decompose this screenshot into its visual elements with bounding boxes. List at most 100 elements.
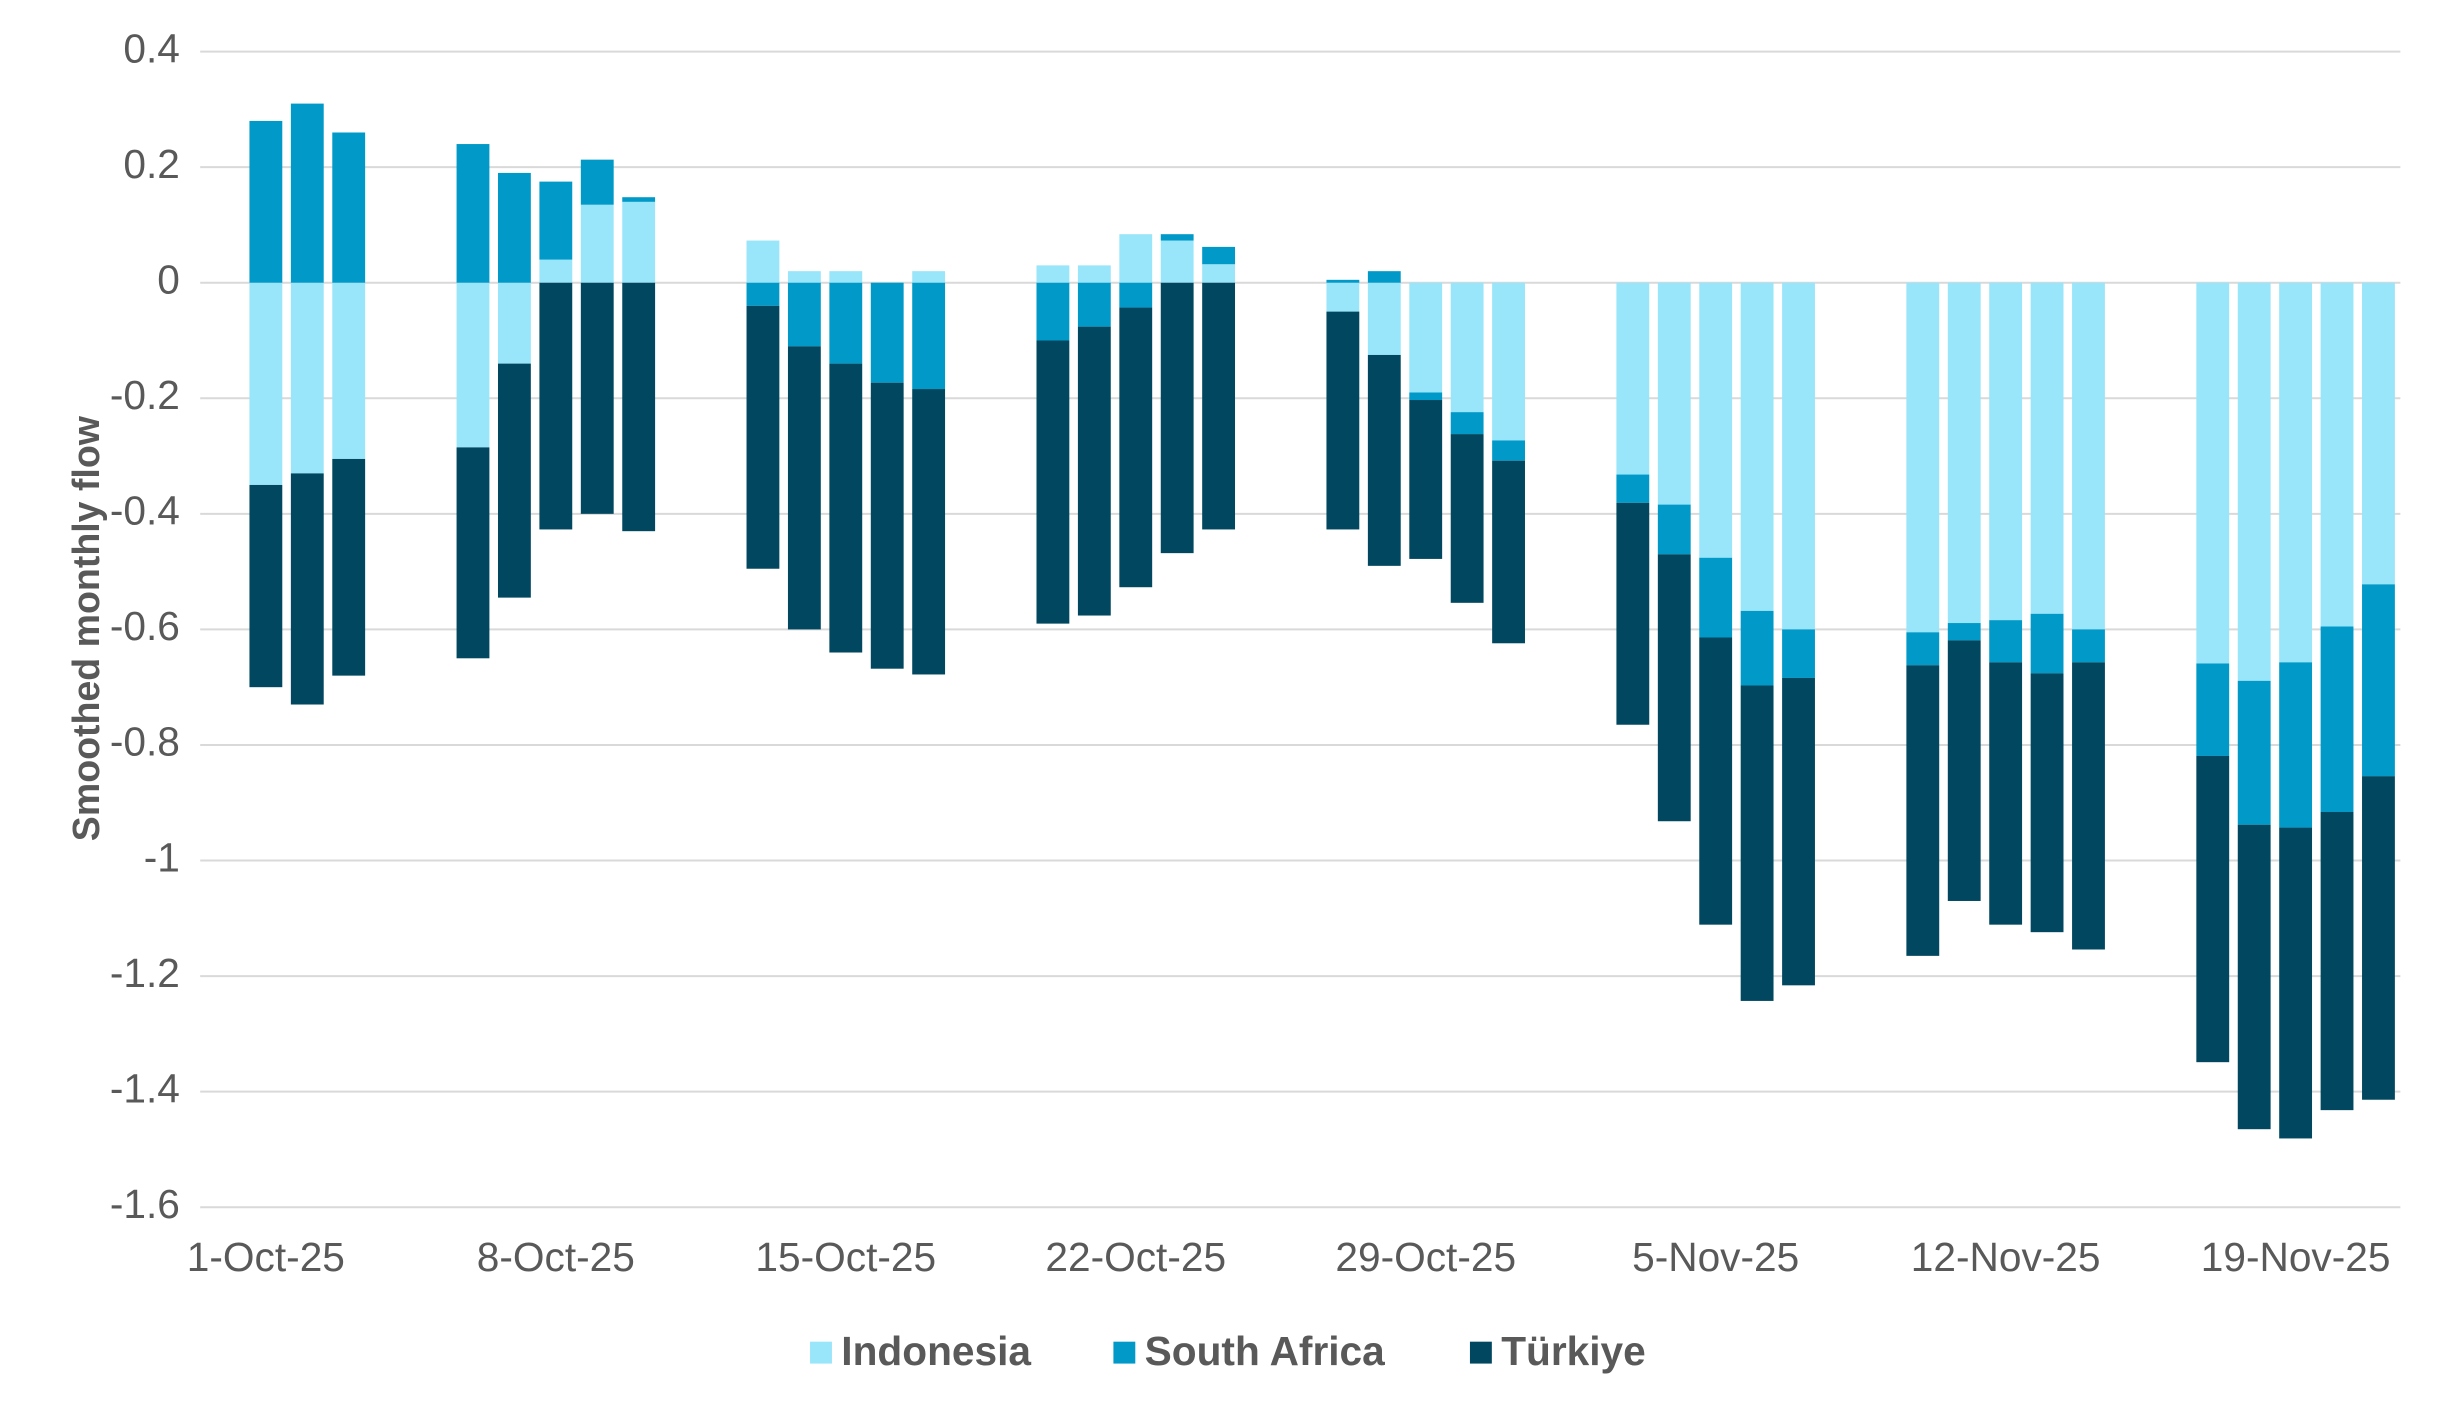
bar-segment (870, 282, 904, 383)
bar-segment (1657, 554, 1691, 822)
bar-segment (2196, 282, 2230, 664)
bar-segment (1367, 271, 1401, 283)
bar-segment (787, 282, 821, 347)
legend: Indonesia South Africa Türkiye (810, 1328, 1646, 1374)
y-tick-label: -1.2 (110, 950, 180, 996)
bar-segment (539, 181, 573, 260)
bar-segment (249, 120, 283, 283)
bar-segment (249, 282, 283, 485)
bar-segment (1119, 307, 1153, 588)
bar-segment (1119, 234, 1153, 283)
bar-segment (2237, 824, 2271, 1130)
bar-segment (1450, 282, 1484, 413)
x-tick-label: 22-Oct-25 (1045, 1234, 1226, 1280)
y-tick-label: -0.4 (110, 488, 180, 534)
bar-segment (2279, 827, 2313, 1139)
bar-segment (539, 259, 573, 283)
y-tick-label: 0 (157, 256, 180, 302)
bar-segment (539, 282, 573, 530)
labels: 0.4 0.2 0 -0.2 -0.4 -0.6 -0.8 -1 -1.2 -1.4 -1.61-O… (110, 25, 2391, 1280)
bar-segment (1616, 474, 1650, 503)
bar-segment (1699, 557, 1733, 638)
y-tick-label: -1 (144, 834, 180, 880)
bar-segment (1202, 264, 1236, 283)
bar-segment (622, 282, 656, 532)
bar-segment (746, 305, 780, 569)
bar-segment (290, 103, 324, 283)
bar-segment (622, 201, 656, 283)
bar-segment (1409, 282, 1443, 393)
bar-segment (1202, 282, 1236, 530)
bar-segment (622, 197, 656, 202)
bar-segment (1906, 665, 1940, 956)
bar-segment (1906, 632, 1940, 666)
bar-segment (1492, 460, 1525, 644)
bar-segment (2320, 811, 2354, 1111)
bar-segment (332, 132, 366, 283)
y-tick-label: -0.2 (110, 372, 180, 418)
bar-segment (2279, 662, 2313, 828)
bar-segment (1326, 282, 1360, 312)
bar-segment (1367, 282, 1401, 355)
x-tick-label: 1-Oct-25 (187, 1234, 345, 1280)
bar-segment (332, 282, 366, 459)
bar-segment (1202, 246, 1236, 265)
bar-segment (1740, 610, 1774, 686)
bar-segment (1782, 677, 1815, 986)
bar-segment (1077, 282, 1111, 327)
bar-segment (1409, 400, 1443, 559)
bar-segment (787, 271, 821, 283)
legend-swatch (1469, 1341, 1492, 1364)
bar-segment (1450, 434, 1484, 603)
bar-segment (2072, 662, 2105, 950)
bar-segment (1616, 282, 1650, 475)
bar-segment (1989, 662, 2023, 925)
bar-segment (2072, 629, 2105, 663)
bar-segment (290, 282, 324, 474)
bar-segment (2030, 673, 2064, 933)
bar-segment (1367, 354, 1401, 566)
bar-segment (746, 282, 780, 306)
bar-segment (2030, 282, 2064, 614)
bar-segment (1077, 326, 1111, 616)
bar-segment (1077, 265, 1111, 283)
bar-segment (332, 458, 366, 676)
x-tick-label: 29-Oct-25 (1335, 1234, 1516, 1280)
bar-segment (1989, 620, 2023, 663)
bar-segment (1450, 412, 1484, 435)
x-tick-label: 12-Nov-25 (1911, 1234, 2101, 1280)
bar-segment (1947, 640, 1981, 901)
bar-segment (1036, 340, 1070, 624)
bar-segment (2237, 282, 2271, 681)
bar-segment (2362, 584, 2395, 777)
bar-segment (1492, 282, 1525, 441)
legend-label: Indonesia (841, 1328, 1031, 1374)
bar-segment (1947, 623, 1981, 641)
bar-segment (580, 282, 614, 514)
bar-segment (746, 240, 780, 283)
bar-segment (1036, 265, 1070, 283)
bar-segment (1740, 685, 1774, 1001)
bar-segment (1326, 279, 1360, 283)
bar-segment (1782, 629, 1815, 678)
bar-segment (456, 282, 490, 448)
bar-segment (1616, 502, 1650, 725)
x-tick-label: 19-Nov-25 (2201, 1234, 2391, 1280)
x-tick-label: 15-Oct-25 (755, 1234, 936, 1280)
bar-segment (787, 346, 821, 630)
bar-segment (829, 282, 863, 364)
bar-segment (1326, 311, 1360, 530)
bar-segment (1699, 282, 1733, 558)
bar-segment (1989, 282, 2023, 621)
x-tick-label: 5-Nov-25 (1632, 1234, 1799, 1280)
bar-segment (2237, 680, 2271, 825)
bar-segment (912, 271, 946, 283)
bar-segment (580, 159, 614, 205)
y-tick-label: -0.8 (110, 719, 180, 765)
bar-segment (2196, 663, 2230, 756)
bar-segment (1409, 392, 1443, 401)
bar-segment (456, 447, 490, 659)
y-tick-label: -0.6 (110, 603, 180, 649)
bar-segment (1740, 282, 1774, 611)
